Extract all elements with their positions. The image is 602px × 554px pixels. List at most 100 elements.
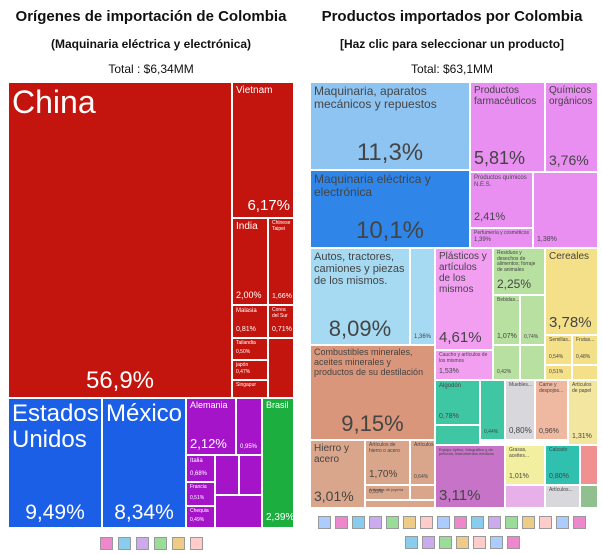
- filter-icon[interactable]: [471, 516, 484, 529]
- left-subtitle: (Maquinaria eléctrica y electrónica): [50, 37, 252, 51]
- tile-label: Calzado: [549, 447, 568, 453]
- tile-label: Caucho y artículos de los mismos: [439, 352, 488, 364]
- treemap-tile[interactable]: Artículos...: [545, 485, 580, 508]
- treemap-tile[interactable]: Frutas... 0,48%: [572, 335, 598, 365]
- treemap-tile: [215, 455, 239, 495]
- filter-icon[interactable]: [369, 516, 382, 529]
- treemap-tile[interactable]: Artículos... 0,64%: [410, 440, 435, 485]
- tile-value: 0,50%: [236, 349, 251, 355]
- tile-label: Chinese Taipei: [272, 220, 291, 232]
- treemap-tile[interactable]: Perfumería y cosméticos 1,39%: [470, 228, 533, 248]
- treemap-tile[interactable]: Artículos de papel 1,31%: [568, 380, 598, 445]
- tile-value: 1,38%: [537, 236, 557, 243]
- treemap-tile[interactable]: Cereales 3,78%: [545, 248, 598, 335]
- filter-icon[interactable]: [505, 516, 518, 529]
- filter-icon[interactable]: [420, 516, 433, 529]
- treemap-tile[interactable]: [520, 345, 545, 380]
- treemap-tile[interactable]: Hierro y acero 3,01%: [310, 440, 365, 508]
- tile-value: 9,49%: [25, 501, 85, 524]
- tile-value: 0,71%: [272, 326, 292, 333]
- tile-label: Brasil: [266, 400, 289, 410]
- filter-icon[interactable]: [335, 516, 348, 529]
- filter-icon[interactable]: [172, 537, 185, 550]
- filter-icon[interactable]: [522, 516, 535, 529]
- filter-icon[interactable]: [573, 516, 586, 529]
- filter-icon[interactable]: [439, 536, 452, 549]
- tile-value: 3,78%: [549, 314, 592, 331]
- treemap-tile[interactable]: Algodón 0,78%: [435, 380, 480, 425]
- treemap-tile[interactable]: Residuos y desechos de alimentos; forraj…: [493, 248, 545, 295]
- treemap-tile[interactable]: Artículos de hierro o acero 1,70%: [365, 440, 410, 485]
- treemap-tile[interactable]: Equipo óptico, fotográfico y de película…: [435, 445, 505, 508]
- right-subtitle[interactable]: [Haz clic para seleccionar un producto]: [339, 37, 565, 51]
- treemap-tile[interactable]: Maquinaria, aparatos mecánicos y repuest…: [310, 82, 470, 170]
- filter-icon[interactable]: [118, 537, 131, 550]
- filter-icon[interactable]: [154, 537, 167, 550]
- treemap-tile[interactable]: Plásticos y artículos de los mismos 4,61%: [435, 248, 493, 350]
- treemap-tile[interactable]: 1,36%: [410, 248, 435, 345]
- treemap-tile[interactable]: Muebles... 0,80%: [505, 380, 535, 440]
- treemap-tile[interactable]: [505, 485, 545, 508]
- treemap-tile[interactable]: Semillas... 0,54%: [545, 335, 572, 365]
- filter-icon[interactable]: [539, 516, 552, 529]
- treemap-tile[interactable]: 0,42%: [493, 345, 520, 380]
- filter-icon[interactable]: [318, 516, 331, 529]
- treemap-tile[interactable]: Autos, tractores, camiones y piezas de l…: [310, 248, 410, 345]
- tile-label: Bebidas...: [497, 297, 520, 303]
- tile-label: Combustibles minerales, aceites minerale…: [314, 347, 424, 377]
- filter-icon[interactable]: [386, 516, 399, 529]
- treemap-tile[interactable]: Artículos de joyería 0,93%: [365, 485, 410, 500]
- filter-icon[interactable]: [100, 537, 113, 550]
- filter-icon[interactable]: [422, 536, 435, 549]
- tile-label: Autos, tractores, camiones y piezas de l…: [314, 251, 405, 288]
- filter-icon[interactable]: [454, 516, 467, 529]
- filter-icon[interactable]: [405, 536, 418, 549]
- treemap-tile[interactable]: [410, 485, 435, 500]
- filter-icon[interactable]: [456, 536, 469, 549]
- treemap-tile[interactable]: [365, 500, 435, 508]
- treemap-tile: Estados Unidos 9,49%: [8, 398, 102, 528]
- filter-icon[interactable]: [190, 537, 203, 550]
- tile-label: Cereales: [549, 251, 590, 262]
- treemap-tile[interactable]: [572, 365, 598, 380]
- treemap-tile[interactable]: Productos químicos N.E.S. 2,41%: [470, 172, 533, 228]
- treemap-tile: México 8,34%: [102, 398, 186, 528]
- filter-icon[interactable]: [556, 516, 569, 529]
- treemap-tile[interactable]: 0,51%: [545, 365, 572, 380]
- filter-icon[interactable]: [488, 516, 501, 529]
- treemap-tile[interactable]: Calzado 0,80%: [545, 445, 580, 485]
- filter-icon[interactable]: [403, 516, 416, 529]
- treemap-tile[interactable]: Carne y despojos... 0,96%: [535, 380, 568, 440]
- treemap-tile[interactable]: Combustibles minerales, aceites minerale…: [310, 345, 435, 440]
- tile-value: 1,70%: [369, 469, 398, 480]
- tile-value: 2,39%: [266, 512, 294, 523]
- treemap-tile[interactable]: [580, 445, 598, 485]
- tile-value: 5,81%: [474, 148, 526, 168]
- tile-value: 0,68%: [190, 471, 208, 477]
- treemap-tile: Corea del Sur 0,71%: [268, 305, 294, 338]
- filter-icon[interactable]: [473, 536, 486, 549]
- tile-label: Italia: [190, 458, 203, 464]
- treemap-tile[interactable]: 1,38%: [533, 172, 598, 248]
- treemap-tile[interactable]: Productos farmacéuticos 5,81%: [470, 82, 545, 172]
- treemap-tile[interactable]: Químicos orgánicos 3,76%: [545, 82, 598, 172]
- treemap-tile[interactable]: [580, 485, 598, 508]
- treemap-tile[interactable]: Bebidas... 1,07%: [493, 295, 520, 345]
- tile-label: Tailandia: [236, 340, 256, 346]
- treemap-tile[interactable]: Grasas, aceites... 1,01%: [505, 445, 545, 485]
- tile-label: japón: [236, 362, 249, 368]
- treemap-tile[interactable]: Maquinaria eléctrica y electrónica 10,1%: [310, 170, 470, 248]
- filter-icon[interactable]: [136, 537, 149, 550]
- filter-icon[interactable]: [437, 516, 450, 529]
- treemap-tile[interactable]: Caucho y artículos de los mismos 1,53%: [435, 350, 493, 380]
- treemap-tile: Singapur: [232, 380, 268, 398]
- filter-icon[interactable]: [352, 516, 365, 529]
- treemap-tile[interactable]: [435, 425, 480, 445]
- treemap-tile[interactable]: 0,44%: [480, 380, 505, 440]
- tile-value: 0,51%: [190, 495, 205, 501]
- tile-label: Perfumería y cosméticos: [474, 230, 530, 236]
- filter-icon[interactable]: [490, 536, 503, 549]
- filter-icon[interactable]: [507, 536, 520, 549]
- treemap-tile[interactable]: 0,74%: [520, 295, 545, 345]
